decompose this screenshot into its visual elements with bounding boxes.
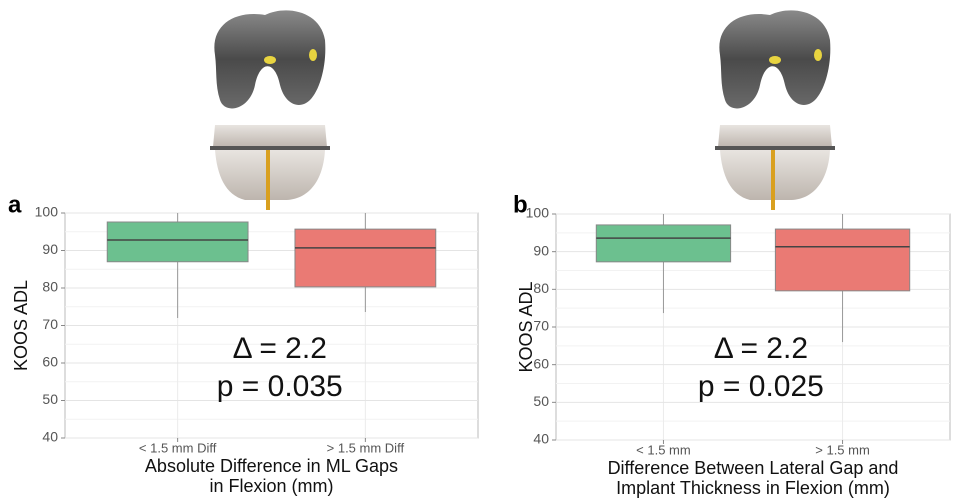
x-tick-label: < 1.5 mm	[636, 442, 691, 457]
box	[295, 229, 436, 287]
box	[596, 225, 730, 262]
implant-image	[210, 10, 330, 210]
y-tick-label: 40	[42, 429, 58, 445]
annotation: p = 0.035	[217, 370, 343, 403]
y-tick-label: 50	[533, 393, 549, 409]
y-tick-label: 90	[533, 242, 549, 258]
y-tick-label: 100	[35, 204, 59, 220]
y-tick-label: 70	[533, 318, 549, 334]
implant-image	[715, 10, 835, 210]
x-axis-title: in Flexion (mm)	[209, 476, 333, 496]
x-tick-label: > 1.5 mm Diff	[327, 440, 405, 455]
y-tick-label: 80	[533, 280, 549, 296]
y-tick-label: 60	[42, 354, 58, 370]
figure: 40 50 60 70 80 90 100 < 1.5 mm Diff > 1.5 mm Dif…	[0, 0, 957, 501]
panel-label: b	[513, 191, 528, 218]
y-tick-label: 90	[42, 241, 58, 257]
y-tick-label: 80	[42, 279, 58, 295]
y-tick-label: 70	[42, 316, 58, 332]
annotation: Δ = 2.2	[233, 332, 327, 365]
panel: 40 50 60 70 80 90 100 < 1.5 mm Diff > 1.5 mm Dif…	[8, 191, 478, 495]
y-tick-label: 60	[533, 355, 549, 371]
y-tick-label: 40	[533, 431, 549, 447]
annotation: Δ = 2.2	[714, 332, 808, 365]
panel: 40 50 60 70 80 90 100 < 1.5 mm > 1.5 mmDifferenc…	[513, 191, 950, 497]
x-axis-title: Implant Thickness in Flexion (mm)	[616, 478, 890, 498]
panel-label: a	[8, 191, 22, 218]
x-tick-label: < 1.5 mm Diff	[139, 440, 217, 455]
box	[775, 229, 909, 291]
y-axis-title: KOOS ADL	[11, 280, 31, 371]
y-tick-label: 100	[526, 205, 550, 221]
y-tick-label: 50	[42, 391, 58, 407]
box	[107, 222, 248, 262]
x-axis-title: Absolute Difference in ML Gaps	[145, 456, 398, 476]
annotation: p = 0.025	[698, 370, 824, 403]
y-axis-title: KOOS ADL	[516, 281, 536, 372]
x-tick-label: > 1.5 mm	[815, 442, 870, 457]
x-axis-title: Difference Between Lateral Gap and	[608, 458, 899, 478]
